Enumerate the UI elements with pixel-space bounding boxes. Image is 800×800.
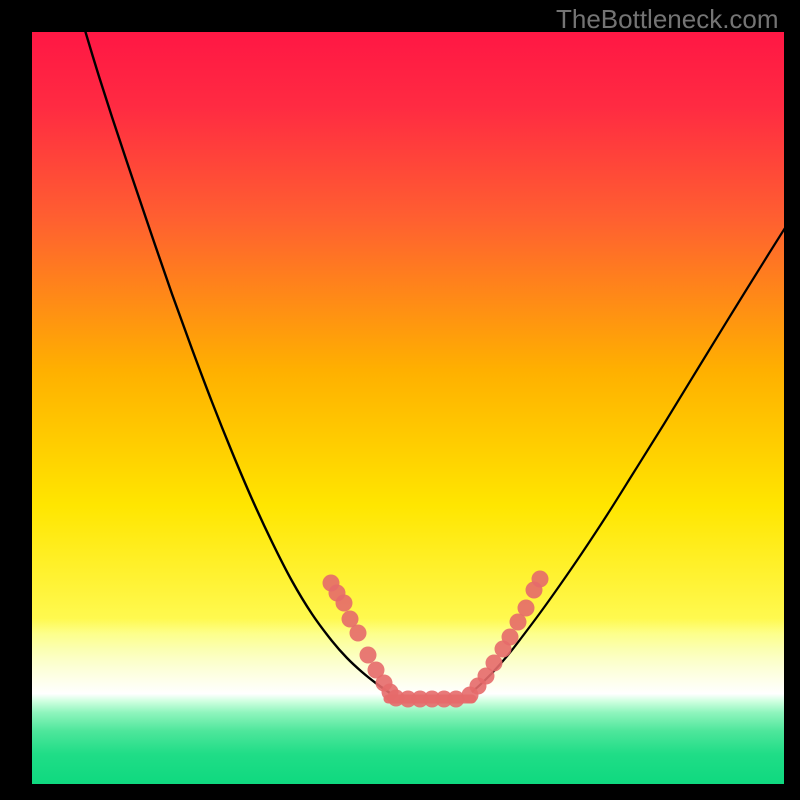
data-marker <box>518 600 535 617</box>
chart-plot-area <box>32 32 784 784</box>
data-marker <box>486 655 503 672</box>
data-marker <box>360 647 377 664</box>
data-marker <box>502 629 519 646</box>
watermark-text: TheBottleneck.com <box>556 4 779 35</box>
bottleneck-chart-svg <box>32 32 784 784</box>
data-marker <box>350 625 367 642</box>
chart-background <box>32 32 784 784</box>
data-marker <box>532 571 549 588</box>
data-marker <box>336 595 353 612</box>
